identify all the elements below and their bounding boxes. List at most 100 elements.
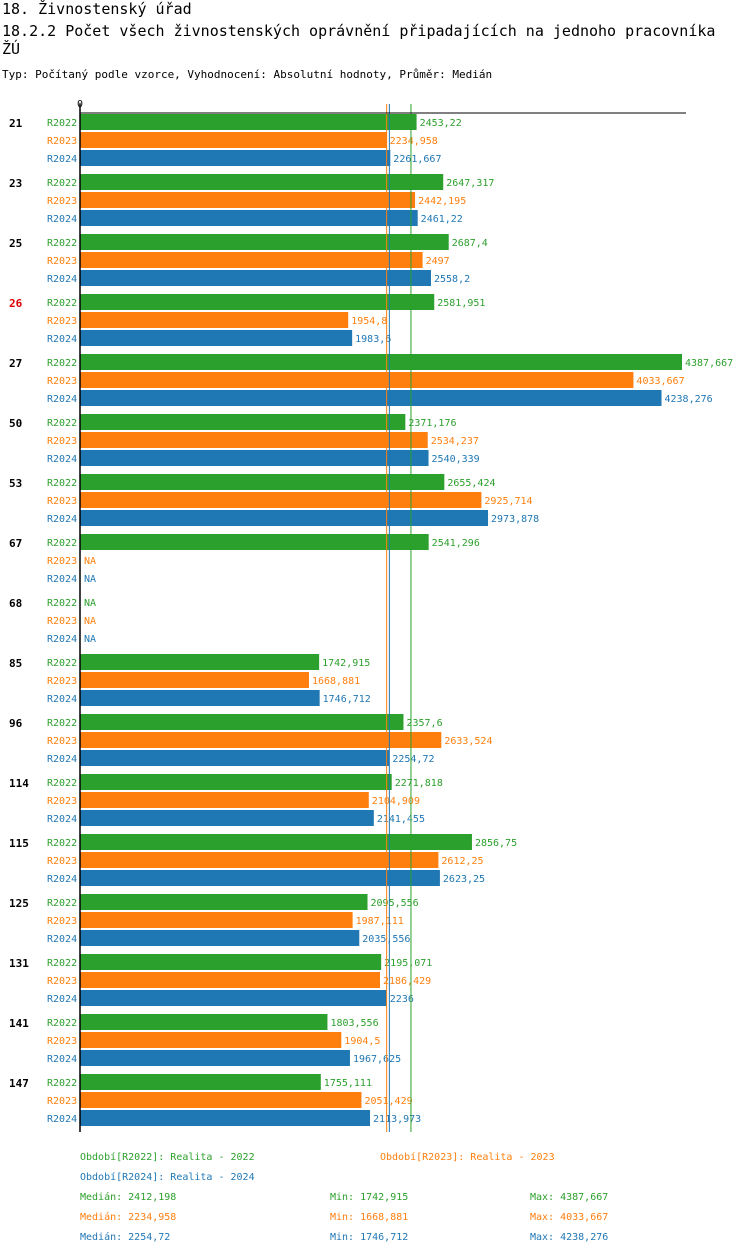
na-label: NA [84, 634, 96, 645]
series-label: R2023 [47, 436, 77, 447]
series-label: R2023 [47, 796, 77, 807]
data-label: 2925,714 [484, 496, 532, 507]
category-label: 131 [9, 957, 29, 970]
data-label: 2633,524 [444, 736, 492, 747]
bar [80, 852, 439, 868]
series-label: R2023 [47, 616, 77, 627]
series-label: R2022 [47, 658, 77, 669]
series-label: R2023 [47, 556, 77, 567]
na-label: NA [84, 598, 96, 609]
series-label: R2024 [47, 1114, 77, 1125]
data-label: 2261,667 [393, 154, 441, 165]
data-label: 2141,455 [377, 814, 425, 825]
series-label: R2022 [47, 538, 77, 549]
data-label: 2540,339 [432, 454, 480, 465]
category-label: 53 [9, 477, 22, 490]
series-label: R2024 [47, 934, 77, 945]
na-label: NA [84, 556, 96, 567]
category-label: 25 [9, 237, 22, 250]
series-label: R2022 [47, 358, 77, 369]
category-label: 27 [9, 357, 22, 370]
legend-min: Min: 1742,915 [330, 1192, 408, 1203]
series-label: R2022 [47, 478, 77, 489]
legend-max: Max: 4033,667 [530, 1212, 608, 1223]
data-label: 2497 [426, 256, 450, 267]
data-label: 2357,6 [406, 718, 442, 729]
data-label: 2623,25 [443, 874, 485, 885]
data-label: 1755,111 [324, 1078, 372, 1089]
bar [80, 534, 429, 550]
bar [80, 492, 482, 508]
data-label: 4033,667 [636, 376, 684, 387]
chart-title: 18.2.2 Počet všech živnostenských oprávn… [2, 22, 716, 58]
data-label: 2612,25 [441, 856, 483, 867]
series-label: R2024 [47, 214, 77, 225]
data-label: 1668,881 [312, 676, 360, 687]
category-label: 68 [9, 597, 22, 610]
series-label: R2023 [47, 196, 77, 207]
series-label: R2023 [47, 736, 77, 747]
series-label: R2023 [47, 316, 77, 327]
series-label: R2023 [47, 136, 77, 147]
na-label: NA [84, 574, 96, 585]
data-label: 2541,296 [432, 538, 480, 549]
data-label: 2534,237 [431, 436, 479, 447]
bar [80, 672, 309, 688]
bar [80, 474, 445, 490]
category-label: 147 [9, 1077, 29, 1090]
data-label: 2461,22 [421, 214, 463, 225]
series-label: R2023 [47, 1096, 77, 1107]
bar [80, 390, 662, 406]
legend-period: Období[R2023]: Realita - 2023 [380, 1151, 555, 1163]
bar [80, 714, 404, 730]
bar [80, 132, 387, 148]
category-label: 125 [9, 897, 29, 910]
bar [80, 114, 417, 130]
data-label: 2655,424 [447, 478, 495, 489]
bar [80, 252, 423, 268]
bar [80, 990, 387, 1006]
bar [80, 870, 440, 886]
data-label: 1983,6 [355, 334, 391, 345]
na-label: NA [84, 616, 96, 627]
bar [80, 834, 472, 850]
bar [80, 432, 428, 448]
bar [80, 732, 442, 748]
bar [80, 930, 360, 946]
bar [80, 954, 382, 970]
category-label: 23 [9, 177, 22, 190]
series-label: R2022 [47, 778, 77, 789]
bar [80, 1110, 371, 1126]
series-label: R2022 [47, 238, 77, 249]
bar [80, 1092, 362, 1108]
legend-min: Min: 1746,712 [330, 1232, 408, 1243]
data-label: 1954,8 [351, 316, 387, 327]
legend-max: Max: 4387,667 [530, 1192, 608, 1203]
data-label: 2647,317 [446, 178, 494, 189]
data-label: 2051,429 [364, 1096, 412, 1107]
series-label: R2023 [47, 676, 77, 687]
legend-median: Medián: 2254,72 [80, 1231, 170, 1243]
bar [80, 150, 391, 166]
data-label: 2581,951 [437, 298, 485, 309]
bar [80, 810, 374, 826]
data-label: 1803,556 [330, 1018, 378, 1029]
data-label: 2973,878 [491, 514, 539, 525]
series-label: R2024 [47, 574, 77, 585]
data-label: 2113,973 [373, 1114, 421, 1125]
data-label: 2254,72 [392, 754, 434, 765]
bar [80, 774, 392, 790]
data-label: 2558,2 [434, 274, 470, 285]
series-label: R2024 [47, 694, 77, 705]
series-label: R2023 [47, 496, 77, 507]
series-label: R2022 [47, 118, 77, 129]
chart-subtitle: Typ: Počítaný podle vzorce, Vyhodnocení:… [2, 68, 493, 81]
data-label: 2195,071 [384, 958, 432, 969]
series-label: R2022 [47, 1018, 77, 1029]
bar [80, 690, 320, 706]
bar [80, 894, 368, 910]
bar [80, 1074, 321, 1090]
bar [80, 450, 429, 466]
data-label: 2236 [390, 994, 414, 1005]
series-label: R2022 [47, 298, 77, 309]
